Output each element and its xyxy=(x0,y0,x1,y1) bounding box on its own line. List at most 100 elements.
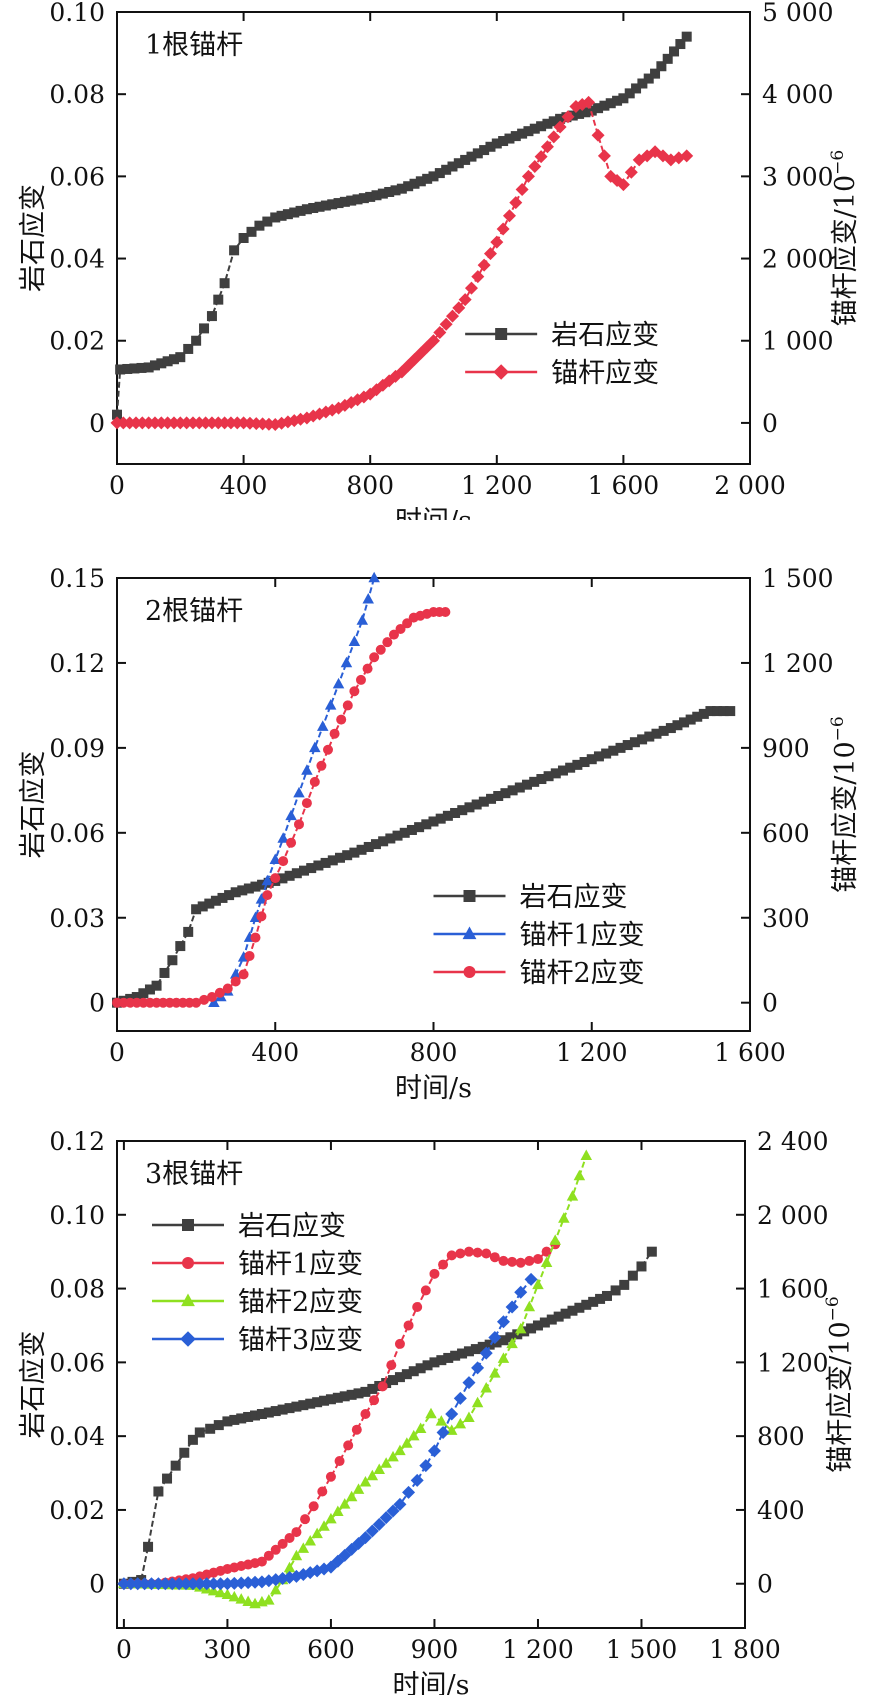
data-point xyxy=(261,874,274,886)
y2-axis-label-text: 锚杆应变/10 xyxy=(830,741,861,892)
data-point xyxy=(246,226,257,237)
panel-title: 1根锚杆 xyxy=(145,30,243,61)
data-point xyxy=(385,833,396,844)
data-point xyxy=(291,868,302,879)
data-point xyxy=(460,154,471,165)
data-point xyxy=(497,1352,510,1363)
data-point xyxy=(547,130,561,144)
data-point xyxy=(332,677,345,689)
data-point xyxy=(409,178,420,189)
data-point xyxy=(303,1566,317,1580)
data-point xyxy=(403,181,414,192)
data-point xyxy=(447,161,458,172)
data-point xyxy=(210,895,221,906)
y2-tick-label: 0 xyxy=(757,1570,773,1599)
data-point xyxy=(325,1471,336,1482)
data-point xyxy=(407,1429,420,1441)
data-point xyxy=(453,158,464,169)
data-point xyxy=(453,1391,467,1405)
data-point xyxy=(593,103,604,114)
data-point xyxy=(362,663,373,674)
data-point xyxy=(168,354,179,365)
y-tick-label: 0.04 xyxy=(49,245,105,274)
data-point xyxy=(353,1388,364,1399)
data-point xyxy=(477,1341,488,1352)
data-point xyxy=(175,352,186,363)
y2-tick-label: 1 200 xyxy=(762,649,834,678)
data-point xyxy=(408,1366,419,1377)
data-point xyxy=(256,1556,267,1567)
y-tick-label: 0.02 xyxy=(49,327,105,356)
data-point xyxy=(214,1586,227,1598)
data-point xyxy=(230,887,241,898)
data-point xyxy=(359,1476,372,1487)
data-point xyxy=(372,1517,386,1531)
data-point xyxy=(504,133,515,144)
data-point xyxy=(149,360,160,371)
data-point xyxy=(718,706,729,717)
y2-tick-label: 0 xyxy=(762,989,778,1018)
data-point xyxy=(457,1348,468,1359)
y-tick-label: 0.06 xyxy=(49,819,105,848)
data-point xyxy=(244,950,255,961)
data-point xyxy=(309,776,320,787)
data-point xyxy=(485,141,496,152)
data-point xyxy=(685,714,696,725)
legend-swatch-marker xyxy=(463,890,476,902)
data-point xyxy=(419,1459,433,1473)
data-point xyxy=(553,120,567,134)
data-point xyxy=(236,1413,247,1424)
data-point xyxy=(175,941,186,952)
data-point xyxy=(443,1352,454,1363)
data-point xyxy=(291,1401,302,1412)
legend-swatch-marker xyxy=(493,364,509,380)
data-point xyxy=(478,796,489,807)
data-point xyxy=(422,1360,433,1371)
data-point xyxy=(477,258,491,272)
data-point xyxy=(472,1247,483,1258)
data-point xyxy=(360,1409,371,1420)
data-point xyxy=(369,652,380,663)
legend-label: 锚杆2应变 xyxy=(520,958,645,989)
data-point xyxy=(555,113,566,124)
data-point xyxy=(428,816,439,827)
data-point xyxy=(375,644,386,655)
data-point xyxy=(269,853,281,864)
data-point xyxy=(301,204,312,215)
x-tick-label: 2 000 xyxy=(714,471,786,500)
data-point xyxy=(542,118,553,129)
data-point xyxy=(402,618,413,629)
x-tick-label: 0 xyxy=(109,1038,125,1067)
series-line xyxy=(213,577,376,1004)
data-point xyxy=(276,210,287,221)
data-point xyxy=(338,1498,351,1509)
data-point xyxy=(316,760,327,771)
y2-tick-label: 2 000 xyxy=(757,1201,829,1230)
data-point xyxy=(382,637,393,648)
data-point xyxy=(222,983,233,994)
data-point xyxy=(438,1259,449,1270)
data-point xyxy=(705,706,716,717)
data-point xyxy=(491,138,502,149)
data-point xyxy=(286,837,297,848)
data-point xyxy=(320,200,331,211)
data-point xyxy=(462,1376,476,1390)
data-point xyxy=(199,994,210,1005)
data-point xyxy=(331,1554,345,1568)
legend-swatch-marker xyxy=(181,1293,195,1307)
data-point xyxy=(472,148,483,159)
data-point xyxy=(712,706,723,717)
data-point xyxy=(539,1317,550,1328)
data-point xyxy=(421,819,432,830)
x-tick-label: 1 800 xyxy=(709,1635,781,1664)
data-point xyxy=(572,759,583,770)
data-point xyxy=(263,1407,274,1418)
data-point xyxy=(394,1444,406,1456)
y-tick-label: 0.08 xyxy=(49,80,105,109)
data-point xyxy=(394,1372,405,1383)
data-point xyxy=(194,1427,205,1438)
y-axis-label: 岩石应变 xyxy=(18,184,49,292)
data-point xyxy=(591,128,605,142)
data-point xyxy=(529,123,540,134)
data-point xyxy=(213,294,224,305)
